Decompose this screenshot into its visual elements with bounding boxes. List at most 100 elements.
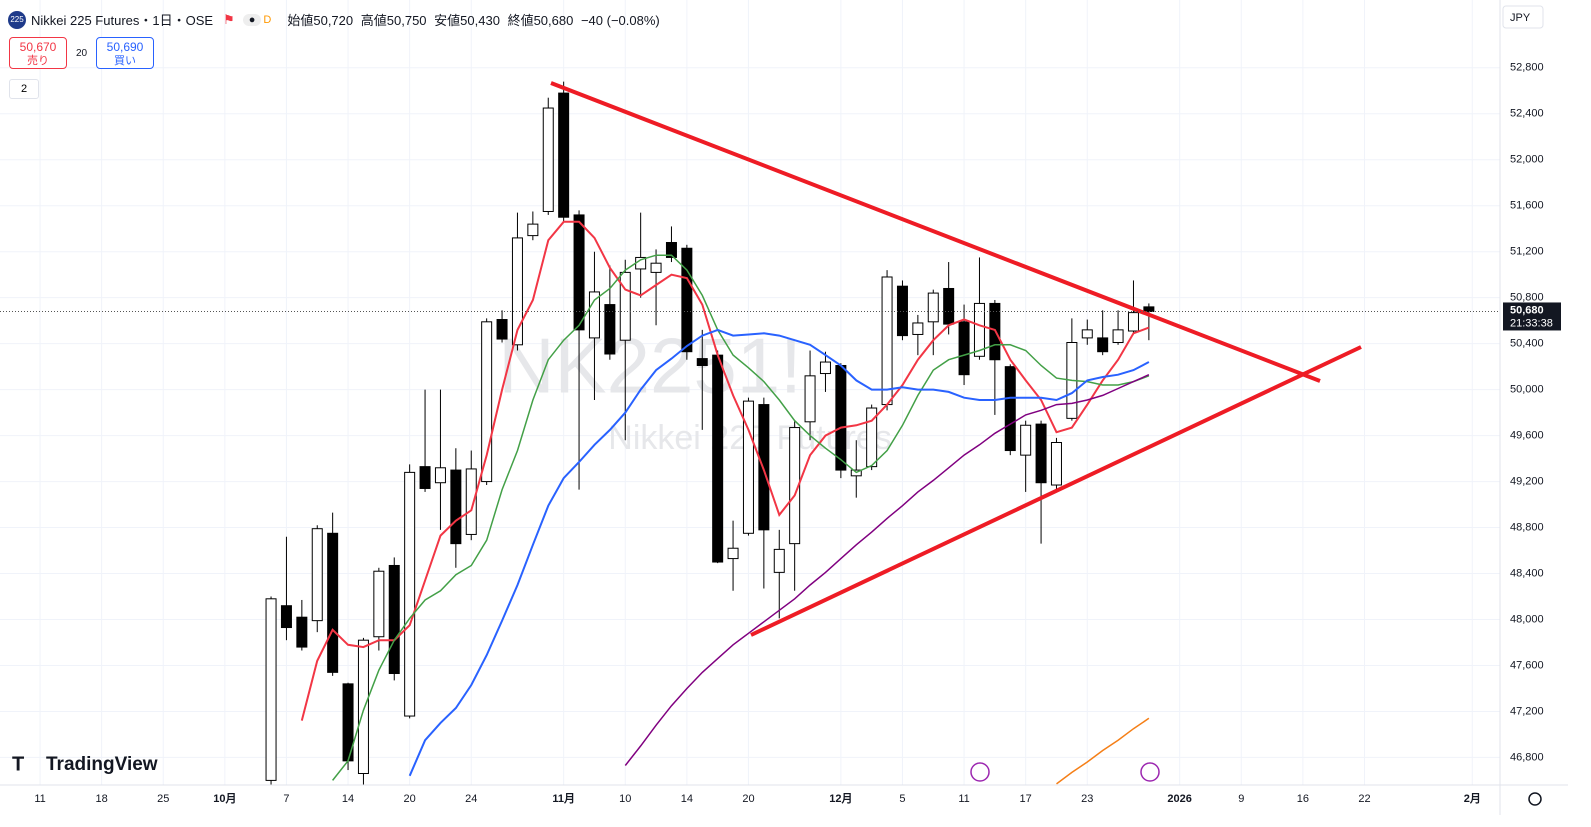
currency-button[interactable] — [1502, 5, 1544, 29]
candle-body — [742, 400, 754, 534]
ohlc-label: 終値 — [507, 13, 534, 28]
candle-body — [1127, 312, 1139, 332]
toggle[interactable]: ● — [242, 13, 262, 26]
ohlc-label: 始値 — [287, 13, 314, 28]
watermark-symbol: NK2251! — [498, 322, 802, 410]
x-tick-label: 10 — [619, 793, 631, 805]
settings-icon[interactable] — [1528, 792, 1542, 806]
moving-average — [332, 254, 1150, 781]
candle-body — [465, 468, 477, 535]
countdown: 21:33:38 — [1510, 317, 1553, 329]
candle-body — [896, 285, 908, 337]
y-tick-label: 51,600 — [1510, 200, 1544, 212]
candle-body — [819, 361, 831, 375]
last-price-box — [1503, 302, 1561, 331]
y-tick-label: 52,400 — [1510, 108, 1544, 120]
candle-body — [511, 237, 523, 346]
symbol-badge: 225 — [8, 10, 26, 29]
candle-body — [296, 616, 308, 648]
candle-body — [419, 466, 431, 489]
candle-body — [835, 364, 847, 471]
indicators-count: 2 — [20, 83, 28, 95]
candle-body — [450, 469, 462, 545]
ohlc-value: 50,680 — [533, 13, 574, 28]
trend-line — [750, 345, 1362, 637]
candle-body — [588, 291, 600, 339]
event-icon[interactable] — [970, 762, 990, 782]
x-tick-label: 14 — [681, 793, 693, 805]
candle-body — [1035, 423, 1047, 484]
change: −40 (−0.08%) — [580, 13, 660, 28]
candle-body — [789, 427, 801, 545]
moving-average — [408, 328, 1150, 777]
candle-body — [712, 354, 724, 563]
x-tick-label: 17 — [1020, 793, 1032, 805]
x-tick-label: 25 — [157, 793, 169, 805]
candle-body — [1004, 366, 1016, 452]
x-tick-label: 7 — [283, 793, 289, 805]
buy-price: 50,690 — [106, 40, 144, 54]
candle-body — [619, 271, 631, 341]
ohlc-value: 50,430 — [460, 13, 500, 28]
candle-body — [665, 242, 677, 258]
plot — [265, 81, 1155, 785]
candle-body — [496, 319, 508, 340]
x-tick-label: 2月 — [1464, 792, 1481, 805]
y-tick-label: 47,600 — [1510, 659, 1544, 671]
y-tick-label: 52,800 — [1510, 62, 1544, 74]
x-tick-label: 14 — [342, 793, 354, 805]
x-tick-label: 10月 — [213, 792, 236, 805]
y-tick-label: 48,400 — [1510, 567, 1544, 579]
ohlc-label: 安値 — [434, 13, 461, 28]
candle-body — [327, 532, 339, 673]
event-icon[interactable] — [1140, 762, 1160, 782]
y-tick-label: 52,000 — [1510, 154, 1544, 166]
x-tick-label: 22 — [1358, 793, 1370, 805]
buy-label: 買い — [114, 55, 136, 67]
candle-body — [1097, 337, 1109, 353]
candle-body — [527, 223, 539, 237]
ohlc-value: 50,750 — [386, 13, 427, 28]
candle-body — [1020, 424, 1032, 456]
ohlc-value: 50,720 — [313, 13, 354, 28]
x-tick-label: 16 — [1297, 793, 1309, 805]
y-tick-label: 46,800 — [1510, 751, 1544, 763]
x-tick-label: 9 — [1238, 793, 1244, 805]
candle-body — [573, 214, 585, 331]
logo: T TradingView — [12, 753, 158, 775]
candle-body — [958, 321, 970, 376]
candle-body — [943, 287, 955, 325]
sell-button[interactable]: 50,670 売り — [9, 37, 67, 69]
sell-label: 売り — [27, 55, 49, 67]
candle-body — [542, 107, 554, 212]
candle-body — [681, 247, 693, 353]
flag-icon[interactable]: ⚑ — [223, 11, 235, 27]
header: 225 Nikkei 225 Futures・1日・OSE ⚑ ● D 始値50… — [8, 10, 660, 29]
indicators-toggle[interactable]: 2 — [9, 79, 39, 99]
y-tick-label: 47,200 — [1510, 705, 1544, 717]
candle-body — [650, 262, 662, 273]
moving-average — [624, 374, 1150, 766]
x-tick-label: 5 — [899, 793, 905, 805]
spread: 20 — [76, 48, 88, 59]
candle-body — [481, 321, 493, 483]
buy-button[interactable]: 50,690 買い — [96, 37, 154, 69]
y-tick-label: 48,800 — [1510, 521, 1544, 533]
candle-body — [696, 358, 708, 366]
x-tick-label: 12月 — [829, 792, 852, 805]
logo-mark: T — [12, 753, 24, 775]
candle-body — [804, 375, 816, 423]
flag-d: D — [263, 13, 272, 26]
candle-body — [1081, 329, 1093, 339]
x-tick-label: 18 — [96, 793, 108, 805]
candle-body — [357, 639, 369, 775]
ohlc-label: 高値 — [360, 13, 387, 28]
logo-text: TradingView — [46, 754, 158, 775]
y-tick-label: 50,800 — [1510, 292, 1544, 304]
y-tick-label: 49,200 — [1510, 475, 1544, 487]
candle-body — [881, 276, 893, 406]
symbol-title[interactable]: Nikkei 225 Futures・1日・OSE — [31, 13, 214, 28]
currency[interactable]: JPY — [1510, 12, 1531, 24]
